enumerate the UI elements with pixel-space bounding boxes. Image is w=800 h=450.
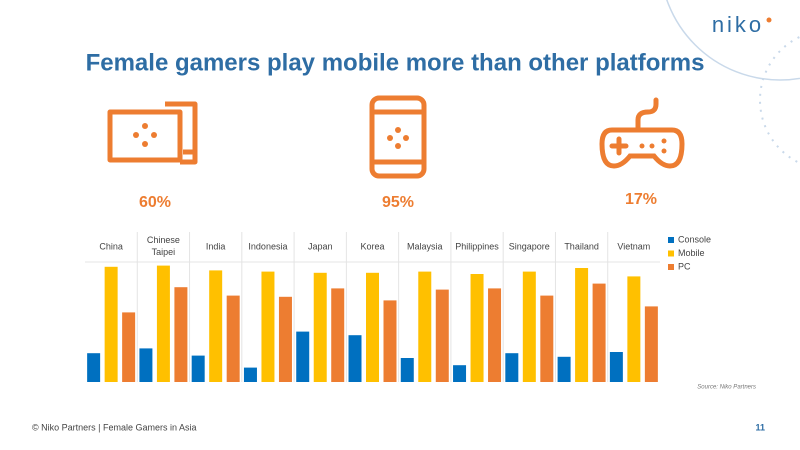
x-tick-label: Malaysia	[407, 241, 443, 251]
bar	[644, 306, 658, 382]
gamepad-icon	[599, 97, 685, 169]
x-tick-label: Philippines	[455, 241, 499, 251]
bar	[87, 353, 101, 382]
bar	[522, 271, 536, 382]
bar	[261, 271, 275, 382]
logo-dot	[766, 17, 772, 23]
bar	[191, 355, 205, 382]
bar	[418, 271, 432, 382]
chart: China Chinese Taipei India Indonesia Japan Kor…	[85, 232, 711, 382]
bar	[557, 356, 571, 382]
x-tick-label: Thailand	[564, 241, 599, 251]
x-tick-label: Chinese Taipei	[147, 235, 180, 257]
bar	[435, 289, 449, 382]
source: Source: Niko Partners	[697, 385, 756, 391]
decor-circle	[666, 0, 800, 81]
platform-stat: 17%	[625, 191, 657, 208]
bar	[383, 300, 397, 382]
bar	[575, 268, 589, 382]
console-icon-buttons	[133, 123, 157, 147]
legend-swatch	[668, 264, 674, 270]
logo: niko	[712, 12, 764, 37]
bar	[488, 288, 502, 382]
mobile-icon-buttons	[387, 127, 409, 149]
bar	[627, 276, 641, 382]
x-tick-label: Indonesia	[248, 241, 287, 251]
bar	[156, 265, 170, 382]
bar	[400, 358, 414, 382]
console-icon	[107, 101, 198, 165]
x-tick-label: India	[206, 241, 226, 251]
bar	[278, 296, 292, 382]
bar	[226, 295, 240, 382]
legend-label: Mobile	[678, 248, 705, 258]
bar	[313, 272, 327, 382]
bar	[609, 352, 623, 382]
bar	[104, 266, 118, 382]
footer: © Niko Partners | Female Gamers in Asia	[32, 422, 197, 432]
bar	[296, 331, 310, 382]
bar	[348, 335, 362, 382]
legend-swatch	[668, 237, 674, 243]
x-tick-label: Japan	[308, 241, 333, 251]
page-number: 11	[755, 422, 765, 432]
bar	[453, 365, 467, 382]
platform-stat: 95%	[382, 194, 414, 211]
legend-label: PC	[678, 261, 691, 271]
bar	[122, 312, 136, 382]
bar	[209, 270, 223, 382]
bar	[366, 272, 379, 382]
bar	[331, 288, 345, 382]
x-tick-label: Korea	[360, 241, 384, 251]
bar	[243, 367, 257, 382]
bar	[592, 283, 606, 382]
bar	[505, 353, 519, 382]
bar	[470, 274, 484, 382]
platform-stat: 60%	[139, 194, 171, 211]
bar	[174, 287, 188, 382]
bar	[540, 295, 554, 382]
bar	[139, 348, 153, 382]
legend-label: Console	[678, 234, 711, 244]
x-tick-label: Vietnam	[617, 241, 650, 251]
gamepad-icon-buttons	[639, 138, 667, 154]
slide-title: Female gamers play mobile more than othe…	[86, 49, 705, 76]
x-tick-label: China	[99, 241, 123, 251]
x-tick-label: Singapore	[509, 241, 550, 251]
mobile-icon	[369, 95, 427, 179]
legend-swatch	[668, 250, 674, 257]
